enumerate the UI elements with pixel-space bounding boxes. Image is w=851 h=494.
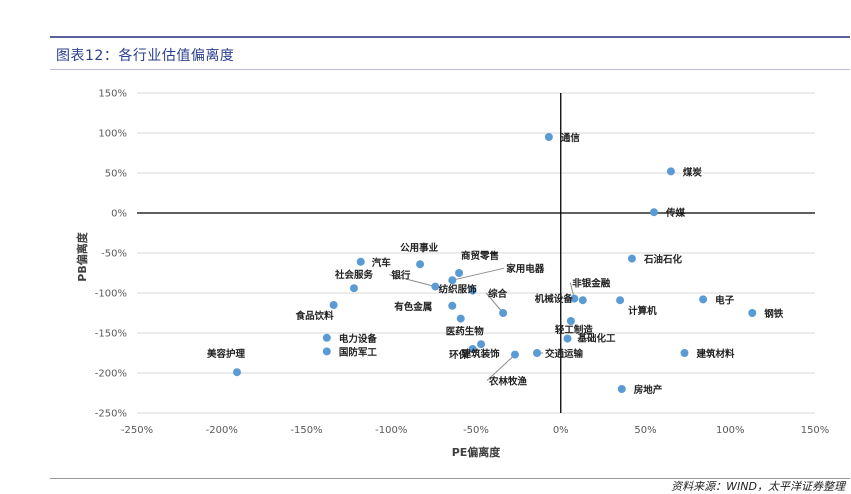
y-tick-label: 0% bbox=[111, 209, 127, 220]
point-label: 交通运输 bbox=[545, 348, 584, 360]
y-tick-label: -100% bbox=[95, 289, 127, 300]
point-label: 石油石化 bbox=[643, 254, 683, 266]
point-label: 公用事业 bbox=[400, 242, 439, 254]
data-point bbox=[617, 385, 626, 393]
y-tick-label: -50% bbox=[101, 249, 127, 260]
x-tick-label: -250% bbox=[121, 425, 153, 436]
data-point bbox=[329, 301, 338, 309]
data-point bbox=[322, 347, 331, 356]
data-point bbox=[570, 294, 579, 303]
point-label: 环保 bbox=[449, 349, 469, 361]
x-tick-label: -200% bbox=[206, 425, 238, 436]
point-label: 医药生物 bbox=[446, 326, 485, 338]
data-point bbox=[448, 301, 457, 310]
leader-lines bbox=[389, 267, 575, 381]
axes bbox=[137, 93, 815, 413]
data-point bbox=[627, 254, 636, 263]
data-point bbox=[416, 260, 425, 269]
data-point bbox=[748, 309, 757, 317]
point-label: 钢铁 bbox=[764, 308, 784, 320]
data-point bbox=[578, 296, 587, 305]
point-label: 有色金属 bbox=[394, 301, 432, 313]
title-divider bbox=[50, 69, 850, 70]
point-label: 美容护理 bbox=[206, 348, 246, 360]
data-point bbox=[499, 309, 508, 317]
point-label: 基础化工 bbox=[577, 333, 617, 345]
point-label: 银行 bbox=[391, 270, 411, 282]
top-border bbox=[50, 36, 850, 38]
data-point bbox=[356, 257, 365, 266]
data-point bbox=[477, 340, 486, 349]
point-label: 房地产 bbox=[634, 384, 663, 396]
leader-line bbox=[452, 267, 505, 281]
x-tick-label: 0% bbox=[553, 425, 569, 436]
y-tick-label: -250% bbox=[95, 409, 127, 420]
point-label: 传媒 bbox=[665, 207, 686, 219]
x-tick-label: 50% bbox=[634, 425, 656, 436]
y-tick-label: 150% bbox=[98, 89, 127, 100]
figure-title: 图表12：各行业估值偏离度 bbox=[56, 48, 235, 64]
data-point bbox=[233, 368, 242, 377]
scatter-chart: 150% 100% 50% 0% -50% -100% -150% -200% -250% -25… bbox=[75, 89, 830, 460]
point-label: 农林牧渔 bbox=[488, 376, 528, 388]
source-note: 资料来源：WIND，太平洋证券整理 bbox=[671, 480, 845, 493]
tick-labels: 150% 100% 50% 0% -50% -100% -150% -200% -250% -25… bbox=[95, 89, 830, 437]
point-label: 非银金融 bbox=[572, 278, 611, 290]
data-point bbox=[455, 269, 464, 277]
point-label: 机械设备 bbox=[535, 293, 574, 305]
data-points bbox=[233, 133, 757, 393]
data-point bbox=[448, 276, 457, 285]
bottom-divider bbox=[50, 478, 850, 479]
point-label: 通信 bbox=[561, 132, 581, 144]
x-tick-label: 100% bbox=[716, 425, 745, 436]
point-label: 食品饮料 bbox=[295, 310, 335, 322]
point-label: 建筑材料 bbox=[695, 348, 735, 360]
data-point bbox=[533, 349, 542, 357]
point-label: 电子 bbox=[715, 294, 735, 306]
y-tick-label: 100% bbox=[98, 129, 127, 140]
data-point bbox=[468, 345, 477, 353]
y-axis-title: PB偏离度 bbox=[75, 231, 89, 281]
point-label: 纺织服饰 bbox=[439, 284, 478, 296]
point-label: 社会服务 bbox=[334, 269, 374, 281]
data-point bbox=[431, 282, 440, 291]
y-tick-label: -150% bbox=[95, 329, 127, 340]
x-axis-title: PE偏离度 bbox=[452, 445, 502, 459]
data-point bbox=[680, 349, 689, 357]
y-tick-label: -200% bbox=[95, 369, 127, 380]
point-label: 商贸零售 bbox=[461, 250, 499, 262]
data-point bbox=[563, 334, 572, 343]
x-tick-label: 150% bbox=[801, 425, 830, 436]
x-tick-label: -50% bbox=[463, 425, 489, 436]
data-point bbox=[322, 333, 331, 342]
data-point bbox=[566, 317, 575, 325]
leader-line bbox=[486, 354, 516, 381]
point-label: 计算机 bbox=[628, 305, 657, 317]
point-label: 国防军工 bbox=[339, 346, 378, 358]
data-point bbox=[666, 167, 675, 176]
data-point bbox=[510, 350, 519, 359]
data-point bbox=[468, 286, 477, 295]
data-point bbox=[456, 314, 465, 323]
point-label: 建筑装饰 bbox=[461, 348, 501, 360]
data-point bbox=[649, 208, 658, 217]
x-tick-label: -100% bbox=[375, 425, 407, 436]
point-label: 综合 bbox=[488, 288, 508, 300]
x-tick-label: -150% bbox=[290, 425, 322, 436]
point-label: 轻工制造 bbox=[555, 324, 594, 336]
leader-line bbox=[485, 292, 504, 314]
point-label: 家用电器 bbox=[506, 263, 545, 275]
point-label: 煤炭 bbox=[683, 166, 703, 178]
y-tick-label: 50% bbox=[105, 169, 127, 180]
data-point bbox=[544, 133, 553, 141]
data-point bbox=[616, 296, 625, 305]
data-point bbox=[699, 295, 708, 304]
leader-line bbox=[389, 274, 436, 288]
point-label: 汽车 bbox=[372, 257, 392, 269]
data-point bbox=[349, 284, 358, 293]
point-label: 电力设备 bbox=[339, 333, 378, 345]
